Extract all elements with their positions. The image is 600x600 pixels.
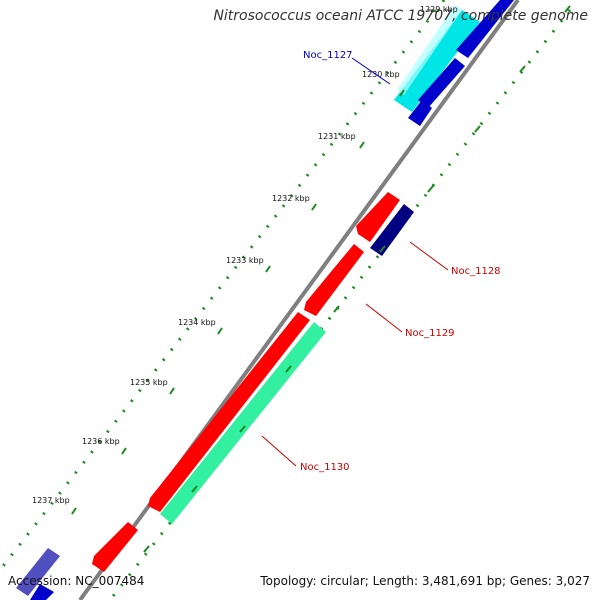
gene-blue-bottom-2[interactable] bbox=[30, 584, 54, 600]
inner-tick-track bbox=[0, 0, 446, 571]
kbp-label: 1236 kbp bbox=[82, 437, 120, 446]
kbp-label: 1233 kbp bbox=[226, 256, 264, 265]
kbp-ticks bbox=[71, 5, 571, 553]
kbp-label: 1229 kbp bbox=[420, 5, 458, 14]
kbp-label: 1235 kbp bbox=[130, 378, 168, 387]
gene-label-text: Noc_1130 bbox=[300, 462, 350, 473]
gene-noc-1130-green[interactable] bbox=[160, 322, 326, 524]
gene-red-bottom[interactable] bbox=[92, 522, 138, 572]
kbp-label: 1231 kbp bbox=[318, 132, 356, 141]
gene-noc-1128-dark[interactable] bbox=[370, 204, 414, 256]
gene-label-text: Noc_1129 bbox=[405, 328, 455, 339]
gene-noc-1129[interactable] bbox=[304, 244, 364, 316]
gene-blue-bottom-1[interactable] bbox=[16, 548, 60, 596]
gene-label-noc-1128[interactable]: Noc_1128 bbox=[409, 241, 501, 277]
gene-label-noc-1129[interactable]: Noc_1129 bbox=[365, 303, 455, 339]
gene-label-text: Noc_1128 bbox=[451, 266, 501, 277]
gene-blue-top[interactable] bbox=[408, 0, 514, 126]
gene-noc-1128-red[interactable] bbox=[356, 192, 400, 242]
kbp-label: 1234 kbp bbox=[178, 318, 216, 327]
kbp-labels: 1229 kbp 1230 kbp 1231 kbp 1232 kbp 1233… bbox=[32, 5, 458, 505]
accession-label: Accession: NC_007484 bbox=[8, 574, 145, 588]
gene-noc-1130-red[interactable] bbox=[148, 312, 310, 512]
gene-noc-1127[interactable] bbox=[394, 5, 480, 112]
gene-label-text: Noc_1127 bbox=[303, 50, 353, 61]
map-title: Nitrosococcus oceani ATCC 19707, complet… bbox=[213, 8, 588, 24]
kbp-label: 1237 kbp bbox=[32, 496, 70, 505]
genome-stats: Topology: circular; Length: 3,481,691 bp… bbox=[260, 574, 590, 588]
kbp-label: 1230 kbp bbox=[362, 70, 400, 79]
gene-label-noc-1127[interactable]: Noc_1127 bbox=[303, 50, 391, 85]
genome-backbone bbox=[78, 0, 520, 600]
gene-label-noc-1130[interactable]: Noc_1130 bbox=[261, 435, 350, 473]
kbp-label: 1232 kbp bbox=[272, 194, 310, 203]
